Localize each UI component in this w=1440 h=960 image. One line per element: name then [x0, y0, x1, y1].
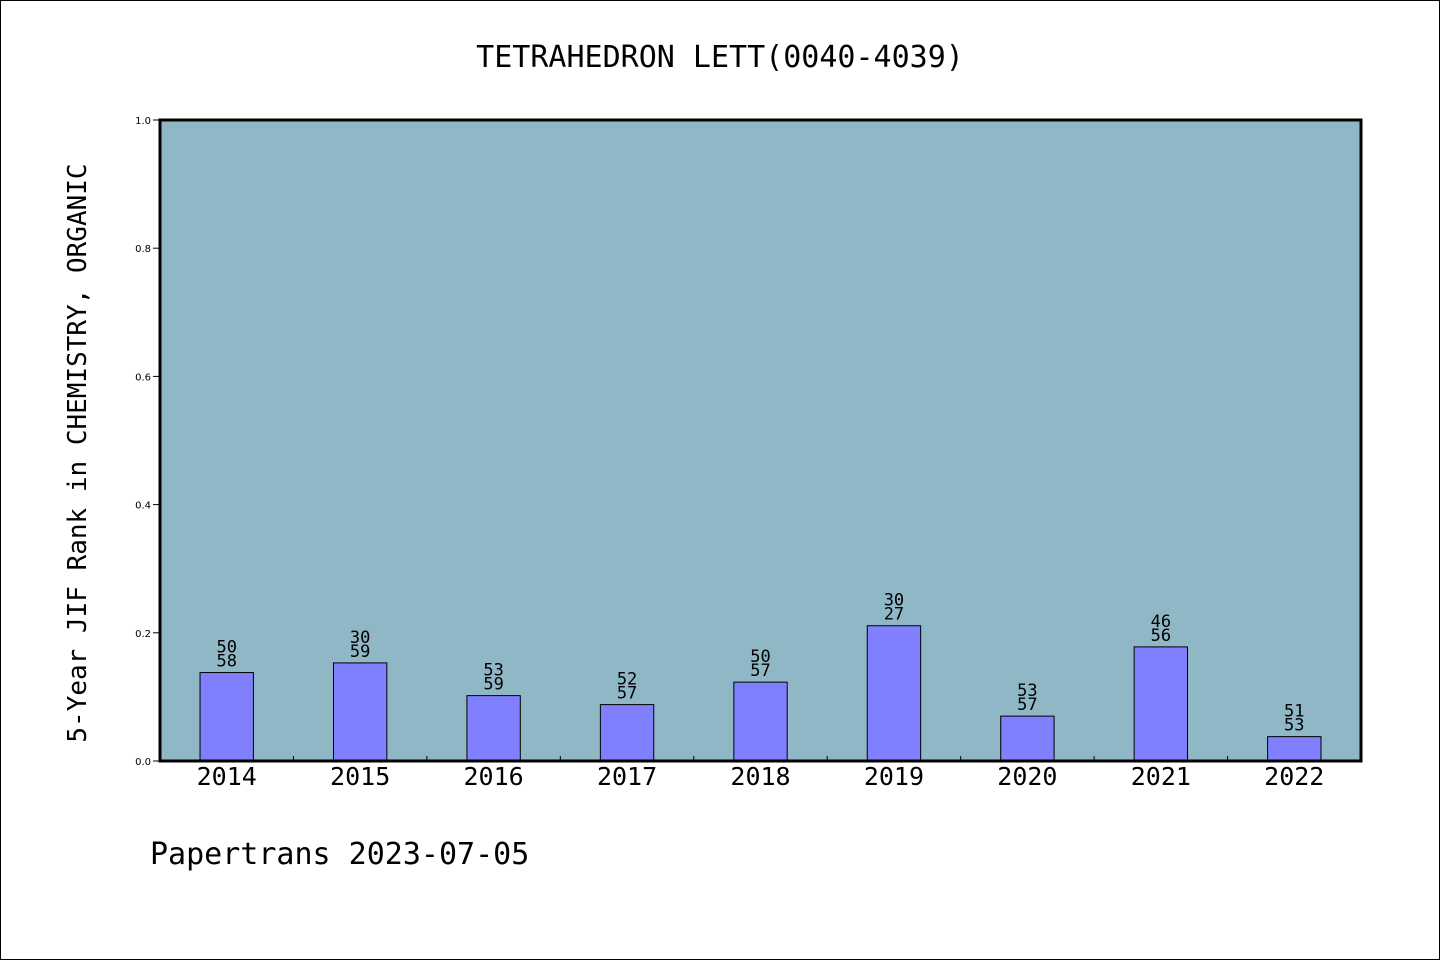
bar-2016 — [466, 695, 521, 762]
bar-rank-label: 50 — [216, 638, 236, 658]
x-tick-label: 2021 — [1131, 762, 1191, 791]
y-tick-label: 0.2 — [135, 629, 151, 640]
bar-total-label: 59 — [350, 642, 370, 662]
bar-total-label: 27 — [884, 605, 904, 625]
footer-text: Papertrans 2023-07-05 — [150, 837, 529, 872]
bar-2018 — [733, 681, 788, 762]
y-tick-label: 0.6 — [135, 372, 151, 383]
bar-2022 — [1267, 736, 1322, 762]
bar-rank-label: 53 — [1017, 681, 1037, 701]
bar-2017 — [599, 704, 655, 762]
x-tick-label: 2022 — [1264, 762, 1324, 791]
y-tick-label: 0.0 — [135, 757, 151, 768]
x-tick-label: 2020 — [997, 762, 1057, 791]
chart-title: TETRAHEDRON LETT(0040-4039) — [476, 40, 964, 75]
y-tick-label: 0.8 — [135, 244, 151, 255]
y-tick-label: 1.0 — [135, 116, 151, 127]
bar-2020 — [1000, 715, 1055, 762]
bar-total-label: 57 — [617, 684, 637, 704]
bar-rank-label: 50 — [750, 647, 770, 667]
plot-border — [158, 118, 1363, 763]
bar-2019 — [866, 625, 922, 762]
bar-total-label: 57 — [1017, 695, 1037, 715]
x-tick-label: 2016 — [464, 762, 524, 791]
y-tick-label: 0.4 — [135, 501, 151, 512]
bar-rank-label: 53 — [483, 661, 503, 681]
bar-total-label: 59 — [483, 675, 503, 695]
bar-rank-label: 52 — [617, 670, 637, 690]
y-axis-label: 5-Year JIF Rank in CHEMISTRY, ORGANIC — [63, 163, 93, 742]
bar-rank-label: 46 — [1151, 612, 1171, 632]
bar-rank-label: 30 — [884, 591, 904, 611]
bar-2015 — [332, 662, 388, 762]
plot-area: 0.00.20.40.60.81.05058201430592015535920… — [135, 116, 1363, 791]
bar-rank-label: 51 — [1284, 702, 1304, 722]
bar-total-label: 53 — [1284, 716, 1304, 736]
x-tick-label: 2018 — [730, 762, 790, 791]
x-tick-label: 2015 — [330, 762, 390, 791]
x-tick-label: 2014 — [197, 762, 257, 791]
bar-2021 — [1133, 646, 1189, 762]
bar-total-label: 58 — [216, 652, 236, 672]
bar-total-label: 56 — [1151, 626, 1171, 646]
bar-total-label: 57 — [750, 661, 770, 681]
x-tick-label: 2019 — [864, 762, 924, 791]
bar-rank-label: 30 — [350, 628, 370, 648]
bar-2014 — [199, 672, 254, 762]
x-tick-label: 2017 — [597, 762, 657, 791]
